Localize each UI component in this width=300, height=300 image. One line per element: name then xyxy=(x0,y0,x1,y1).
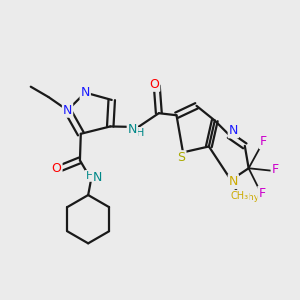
Text: methyl: methyl xyxy=(230,193,262,202)
Text: F: F xyxy=(260,135,267,148)
Text: N: N xyxy=(93,172,102,184)
Text: N: N xyxy=(63,104,72,117)
Text: O: O xyxy=(149,78,159,91)
Text: CH₃: CH₃ xyxy=(231,190,249,201)
Text: N: N xyxy=(80,86,90,99)
Text: N: N xyxy=(128,123,137,136)
Text: H: H xyxy=(85,171,94,181)
Text: O: O xyxy=(52,162,61,175)
Text: S: S xyxy=(178,151,185,164)
Text: N: N xyxy=(229,124,238,137)
Text: N: N xyxy=(229,175,238,188)
Text: F: F xyxy=(272,163,279,176)
Text: H: H xyxy=(136,128,144,138)
Text: F: F xyxy=(258,187,266,200)
